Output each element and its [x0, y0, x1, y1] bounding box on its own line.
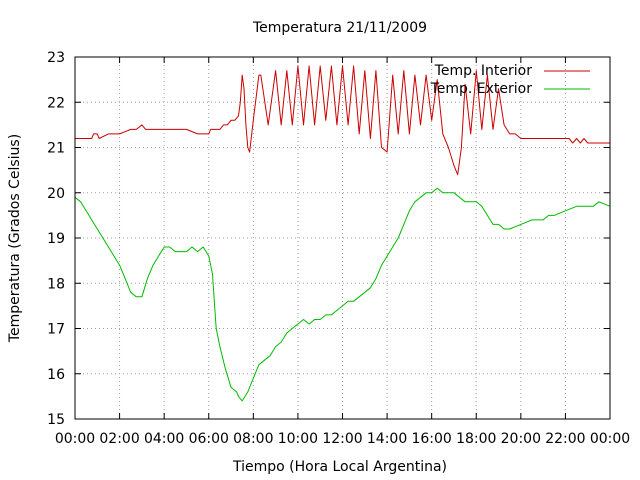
y-tick-label: 20 [47, 186, 65, 202]
x-tick-label: 12:00 [322, 431, 362, 447]
x-axis-title: Tiempo (Hora Local Argentina) [232, 459, 447, 475]
x-tick-label: 14:00 [367, 431, 407, 447]
ticks: 00:00 02:00 04:00 06:00 08:00 10:00 12:00 14:00… [47, 50, 630, 447]
x-tick-label: 00:00 [55, 431, 95, 447]
y-tick-label: 23 [47, 50, 65, 66]
y-tick-label: 16 [47, 367, 65, 383]
chart-title: Temperatura 21/11/2009 [252, 20, 427, 36]
x-tick-label: 06:00 [189, 431, 229, 447]
y-tick-label: 18 [47, 276, 65, 292]
legend-label-exterior: Temp. Exterior [430, 81, 533, 97]
x-tick-label: 20:00 [501, 431, 541, 447]
legend: Temp. Interior Temp. Exterior [430, 63, 590, 97]
y-tick-label: 19 [47, 231, 65, 247]
y-tick-label: 17 [47, 322, 65, 338]
x-tick-label: 16:00 [411, 431, 451, 447]
series-line-exterior [74, 187, 611, 402]
x-tick-label: 02:00 [99, 431, 139, 447]
y-axis-title: Temperatura (Grados Celsius) [7, 134, 23, 343]
x-tick-label: 22:00 [545, 431, 585, 447]
legend-label-interior: Temp. Interior [434, 63, 533, 79]
x-tick-label: 18:00 [456, 431, 496, 447]
x-tick-label: 04:00 [144, 431, 184, 447]
x-tick-label: 10:00 [278, 431, 318, 447]
x-tick-label: 08:00 [233, 431, 273, 447]
x-tick-label: 00:00 [590, 431, 630, 447]
y-tick-label: 21 [47, 141, 65, 157]
y-tick-label: 22 [47, 95, 65, 111]
series-line-interior [75, 65, 610, 176]
legend-entry-exterior: Temp. Exterior [430, 81, 590, 97]
grid [75, 57, 610, 419]
legend-entry-interior: Temp. Interior [434, 63, 590, 79]
series-layer [74, 65, 611, 402]
y-tick-label: 15 [47, 412, 65, 428]
